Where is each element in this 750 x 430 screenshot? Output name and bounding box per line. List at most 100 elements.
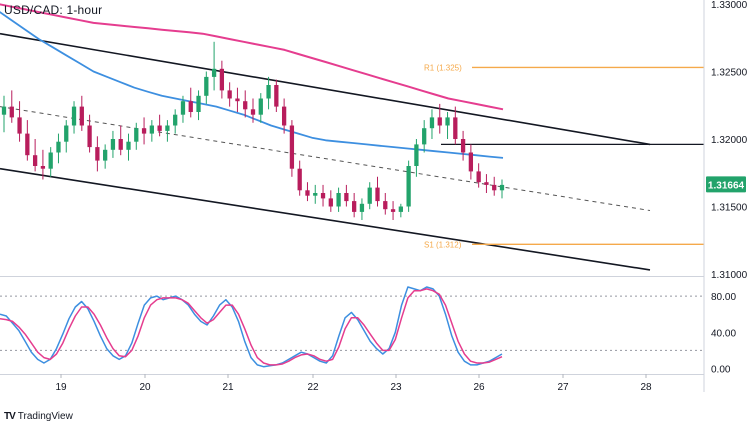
candle-body: [157, 125, 162, 131]
candle: [359, 198, 365, 220]
last-price-label: 1.31664: [708, 180, 745, 191]
candle: [328, 190, 333, 212]
candle: [79, 95, 84, 131]
ema-100-line: [0, 11, 504, 159]
candle: [453, 106, 458, 145]
candle-body: [165, 125, 170, 131]
candle: [211, 41, 217, 91]
chart-title: USD/CAD: 1-hour: [4, 3, 103, 17]
candle: [227, 82, 232, 107]
moving-averages: [0, 3, 504, 159]
time-tick-label: 23: [390, 382, 402, 393]
candle: [180, 95, 186, 123]
support-resistance-levels: R1 (1.325) S1 (1.312): [424, 63, 704, 249]
candle: [64, 120, 69, 153]
time-tick-label: 26: [473, 382, 485, 393]
candle: [32, 139, 38, 172]
candle: [196, 90, 201, 121]
tradingview-brand[interactable]: TV TradingView: [4, 411, 73, 422]
candle-body: [227, 90, 232, 99]
price-tick-label: 1.33000: [711, 0, 748, 11]
candle-body: [320, 193, 326, 199]
candle: [274, 79, 279, 112]
candle-body: [17, 117, 22, 134]
candle: [40, 149, 46, 180]
candle: [281, 98, 287, 134]
candle-body: [383, 201, 388, 210]
candle: [95, 136, 100, 172]
candle-body: [32, 155, 38, 166]
candle: [492, 176, 497, 196]
candle-body: [56, 141, 61, 153]
candle-body: [40, 166, 46, 169]
tradingview-label: TradingView: [17, 411, 73, 422]
candle: [499, 179, 505, 199]
candle-body: [336, 193, 341, 207]
candle-body: [173, 114, 178, 126]
candle: [336, 187, 341, 212]
candle-body: [126, 141, 131, 150]
candle: [103, 144, 108, 169]
candle-body: [134, 128, 139, 142]
candle: [157, 114, 162, 137]
candle: [1, 95, 7, 133]
axes: 1.33000 1.32500 1.32000 1.31500 1.31000 19 20 2…: [0, 0, 748, 393]
candle-body: [398, 206, 403, 212]
candle-body: [9, 106, 14, 118]
channel-lower-line: [0, 167, 651, 271]
candle: [243, 90, 248, 118]
candle: [126, 133, 131, 161]
candle: [367, 182, 372, 210]
stoch-k-line: [0, 286, 503, 368]
candle-body: [180, 101, 186, 115]
oscillator-tick-label: 0.00: [711, 364, 731, 375]
candle: [258, 93, 263, 123]
price-tick-label: 1.31000: [711, 270, 748, 281]
candle: [219, 60, 225, 99]
candle-body: [344, 193, 349, 202]
candle-body: [422, 128, 427, 145]
candle-body: [25, 133, 30, 156]
candle: [289, 120, 295, 177]
candle: [235, 87, 240, 112]
candle: [313, 184, 318, 204]
candle-body: [266, 85, 271, 99]
last-price-tag: [706, 176, 746, 193]
candle: [56, 133, 61, 164]
candle: [48, 147, 53, 177]
candle: [390, 201, 396, 220]
time-tick-label: 19: [55, 382, 67, 393]
candle: [383, 193, 388, 215]
candle-body: [313, 193, 318, 196]
candle: [414, 139, 419, 177]
candle: [429, 109, 435, 139]
time-tick-label: 20: [139, 382, 151, 393]
candle: [484, 174, 489, 193]
candle-body: [297, 168, 302, 191]
candle: [118, 125, 123, 156]
candle: [25, 120, 30, 161]
candle: [476, 163, 481, 188]
oscillator-tick-label: 40.00: [711, 328, 736, 339]
candle-body: [367, 187, 372, 204]
candle-body: [149, 125, 154, 134]
price-tick-label: 1.32500: [711, 68, 748, 79]
candle: [460, 130, 466, 161]
candle-body: [103, 149, 108, 161]
candlesticks: [1, 41, 505, 220]
tradingview-logo-icon: TV: [4, 411, 16, 422]
candle-body: [1, 106, 7, 115]
ema-200-line: [0, 3, 504, 111]
candle-body: [359, 203, 365, 212]
candle: [398, 203, 403, 218]
candle-body: [211, 68, 217, 77]
price-channel: [0, 32, 704, 271]
candle-body: [110, 139, 116, 150]
candle: [204, 71, 209, 104]
candle-body: [196, 95, 201, 112]
candle-body: [484, 182, 489, 185]
candle: [188, 87, 193, 118]
candle-body: [352, 201, 357, 212]
candle-body: [390, 209, 396, 212]
candle-body: [499, 184, 505, 191]
